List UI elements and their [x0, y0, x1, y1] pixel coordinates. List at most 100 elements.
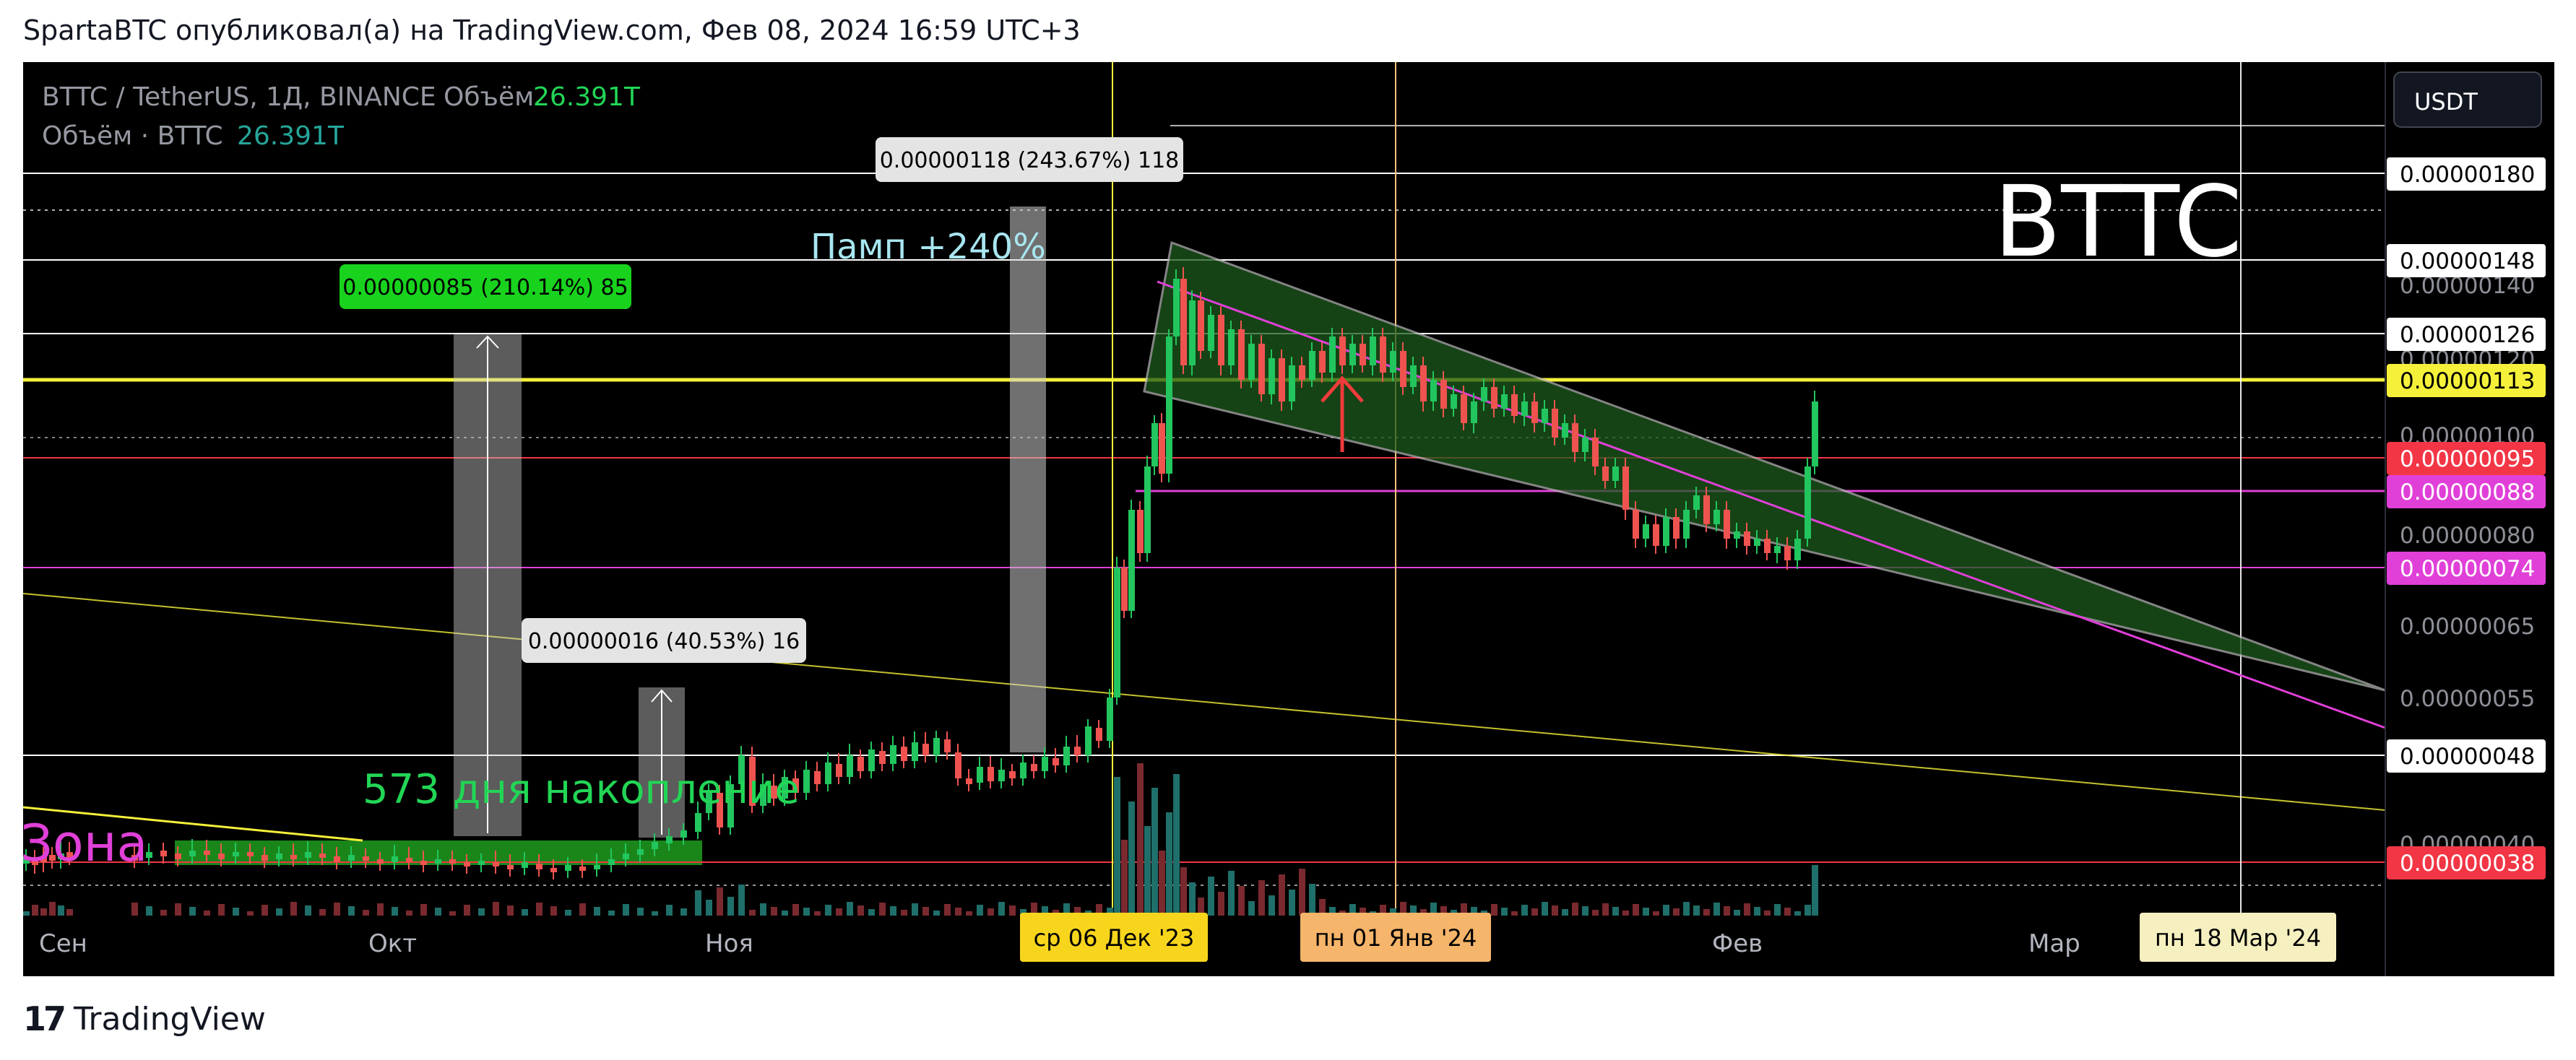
- candle-body: [1774, 546, 1781, 553]
- volume-bar: [1289, 890, 1295, 916]
- volume-bar: [1360, 908, 1366, 916]
- volume-bar: [233, 908, 239, 916]
- candle-body: [160, 851, 167, 856]
- volume-bar: [449, 911, 456, 916]
- volume-bar: [550, 906, 557, 916]
- candle-body: [825, 763, 831, 784]
- candle-body: [1198, 300, 1204, 351]
- candle-body: [363, 856, 369, 861]
- volume-bar: [1074, 907, 1081, 916]
- volume-bar: [204, 911, 210, 916]
- candle-body: [1491, 387, 1497, 409]
- falling-wedge: [1143, 240, 2386, 692]
- vertical-time-lines: [1112, 62, 2242, 916]
- volume-bar: [348, 906, 355, 916]
- volume-bar: [1440, 906, 1447, 916]
- candle-body: [262, 855, 268, 861]
- candle-body: [836, 764, 842, 777]
- candle-body: [1166, 336, 1172, 474]
- candle-body: [1114, 568, 1120, 698]
- measure-boxes: [454, 207, 1046, 838]
- candle-body: [131, 855, 138, 861]
- volume-bar: [1754, 907, 1760, 916]
- svg-text:0.00000180: 0.00000180: [2400, 162, 2535, 188]
- candle-body: [1370, 336, 1376, 365]
- volume-bar: [40, 908, 47, 916]
- volume-bar: [1159, 851, 1165, 916]
- volume-bar: [879, 903, 886, 916]
- volume-bar: [749, 910, 756, 916]
- price-label: 0.00000065: [2400, 614, 2535, 640]
- candle-body: [749, 757, 756, 806]
- volume-bar: [836, 908, 842, 916]
- volume-bar: [290, 902, 297, 916]
- price-tag: 0.00000048: [2387, 739, 2546, 773]
- candle-body: [66, 852, 73, 858]
- volume-bar: [1582, 906, 1589, 916]
- candle-body: [890, 745, 896, 764]
- candle-body: [1693, 495, 1700, 510]
- volume-bar: [189, 907, 196, 916]
- volume-bar: [1228, 871, 1235, 916]
- volume-bar: [1208, 877, 1214, 916]
- volume-bar: [1349, 904, 1356, 916]
- candle-body: [1703, 495, 1710, 524]
- measure-label-3: 0.00000016 (40.53%) 16: [522, 618, 806, 663]
- volume-bar: [1268, 895, 1275, 916]
- candle-body: [334, 856, 340, 862]
- svg-text:0.00000074: 0.00000074: [2400, 556, 2535, 582]
- volume-bar: [1744, 903, 1750, 916]
- currency-button[interactable]: USDT: [2393, 71, 2542, 128]
- candle-body: [594, 865, 600, 869]
- volume-bar: [363, 910, 369, 916]
- published-header: SpartaBTC опубликовал(а) на TradingView.…: [23, 14, 1081, 46]
- price-chart[interactable]: BTTC / TetherUS, 1Д, BINANCE Объём 26.39…: [20, 62, 2554, 976]
- volume-bar: [1329, 907, 1336, 916]
- candle-body: [706, 791, 712, 813]
- candle-body: [1042, 757, 1048, 771]
- volume-bar: [334, 903, 340, 916]
- svg-text:USDT: USDT: [2414, 88, 2478, 116]
- candle-body: [1053, 758, 1059, 765]
- candle-body: [32, 861, 38, 865]
- candle-body: [1180, 279, 1187, 365]
- volume-bar: [977, 905, 983, 916]
- candle-body: [901, 747, 907, 761]
- candle-body: [175, 853, 181, 859]
- candle-body: [1643, 524, 1649, 539]
- candle-body: [1451, 394, 1457, 409]
- volume-bar: [1511, 911, 1518, 916]
- candle-body: [652, 842, 658, 849]
- volume-bar: [1713, 903, 1720, 916]
- time-tag: пн 01 Янв '24: [1300, 913, 1491, 962]
- volume-bar: [1501, 908, 1508, 916]
- candle-body: [218, 853, 225, 859]
- volume-bar: [1166, 812, 1172, 916]
- volume-bar: [666, 905, 673, 916]
- symbol-watermark: BTTC: [1994, 165, 2242, 279]
- candle-body: [1653, 524, 1659, 546]
- candles: [23, 267, 1818, 879]
- candle-body: [1107, 698, 1113, 741]
- candle-body: [1144, 466, 1151, 553]
- volume-bar: [1491, 904, 1497, 916]
- candle-body: [1602, 466, 1609, 481]
- candle-body: [478, 861, 485, 865]
- volume-bar: [507, 905, 514, 916]
- footer-brand[interactable]: 17 TradingView: [23, 999, 266, 1038]
- volume-bar: [1461, 903, 1467, 916]
- candle-body: [1420, 365, 1427, 401]
- brand-name: TradingView: [74, 1000, 266, 1038]
- pump-annotation: Памп +240%: [811, 227, 1046, 267]
- candle-body: [1349, 344, 1356, 365]
- svg-text:0.00000126: 0.00000126: [2400, 322, 2535, 348]
- candle-body: [146, 852, 152, 858]
- volume-bar: [1663, 905, 1669, 916]
- volume-bar: [406, 911, 412, 916]
- candle-body: [1440, 380, 1447, 409]
- candle-body: [998, 770, 1005, 781]
- candle-body: [1521, 401, 1528, 416]
- candle-body: [1137, 510, 1144, 553]
- volume-bar: [146, 906, 152, 916]
- chart-panel[interactable]: BTTC / TetherUS, 1Д, BINANCE Объём 26.39…: [20, 62, 2554, 976]
